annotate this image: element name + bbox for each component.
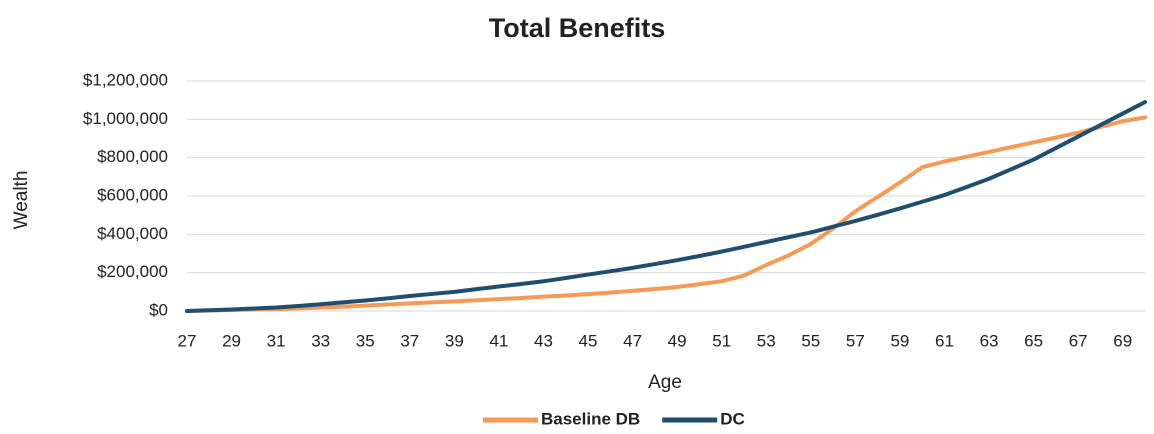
y-tick-label: $1,200,000 [83,70,168,89]
chart-title: Total Benefits [489,13,666,43]
series-line [185,100,1147,313]
y-tick-label: $1,000,000 [83,109,168,128]
x-tick-label: 65 [1024,331,1043,350]
y-axis-title: Wealth [11,171,32,230]
x-tick-label: 33 [311,331,330,350]
x-tick-label: 51 [712,331,731,350]
x-tick-label: 53 [757,331,776,350]
y-tick-label: $800,000 [97,147,168,166]
x-axis-title: Age [648,372,682,393]
x-tick-label: 57 [846,331,865,350]
x-tick-label: 47 [623,331,642,350]
x-tick-label: 49 [668,331,687,350]
x-tick-label: 41 [489,331,508,350]
y-tick-label: $200,000 [97,262,168,281]
x-tick-label: 61 [935,331,954,350]
x-tick-label: 45 [579,331,598,350]
x-tick-label: 29 [222,331,241,350]
x-tick-label: 69 [1113,331,1132,350]
x-tick-label: 43 [534,331,553,350]
x-tick-label: 37 [400,331,419,350]
legend-label: DC [720,409,745,428]
series-line [185,115,1147,313]
x-tick-label: 63 [980,331,999,350]
y-tick-label: $0 [149,300,168,319]
x-tick-label: 35 [356,331,375,350]
x-tick-label: 39 [445,331,464,350]
y-tick-label: $400,000 [97,224,168,243]
legend: Baseline DB DC [483,409,745,428]
x-tick-label: 27 [178,331,197,350]
y-tick-label: $600,000 [97,185,168,204]
x-tick-label: 59 [890,331,909,350]
legend-label: Baseline DB [541,409,640,428]
x-tick-label: 67 [1069,331,1088,350]
x-tick-label: 55 [801,331,820,350]
x-tick-label: 31 [267,331,286,350]
